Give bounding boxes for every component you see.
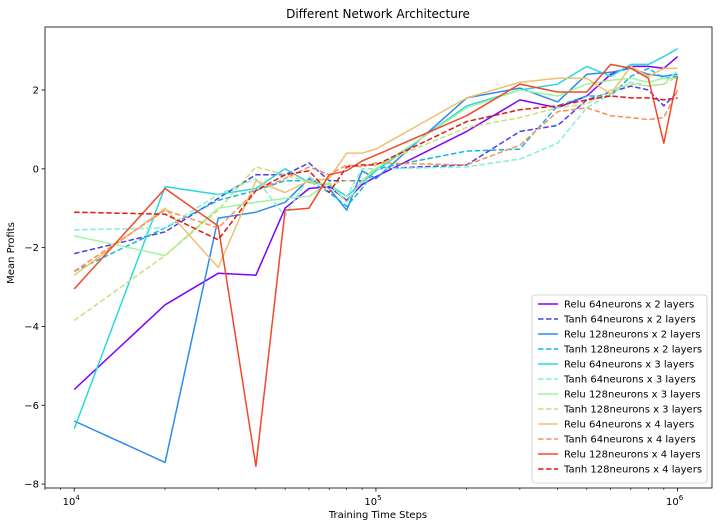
series-line-5 [73, 48, 678, 430]
legend-label-4: Tanh 128neurons x 2 layers [563, 345, 702, 356]
y-tick-label: −2 [24, 243, 39, 254]
legend-label-10: Tanh 64neurons x 4 layers [563, 435, 696, 446]
series-line-10 [73, 89, 679, 272]
legend: Relu 64neurons x 2 layers Tanh 64neurons … [531, 294, 708, 484]
legend-label-8: Tanh 128neurons x 3 layers [563, 405, 702, 416]
legend-label-3: Relu 128neurons x 2 layers [564, 330, 701, 341]
series-line-12 [74, 95, 678, 241]
axes: −8 −6 −4 −2 0 2 104 105 106 [24, 26, 713, 508]
legend-label-6: Tanh 64neurons x 3 layers [563, 375, 696, 386]
legend-label-1: Relu 64neurons x 2 layers [564, 300, 694, 311]
y-tick-label: −4 [24, 322, 39, 333]
y-tick-label: 0 [33, 164, 39, 175]
legend-label-11: Relu 128neurons x 4 layers [564, 450, 701, 461]
legend-label-7: Relu 128neurons x 3 layers [564, 390, 701, 401]
y-axis-label: Mean Profits [6, 222, 17, 284]
series-line-11 [73, 63, 679, 468]
x-axis-label: Training Time Steps [328, 510, 427, 521]
x-tick-label: 104 [63, 494, 81, 508]
legend-label-12: Tanh 128neurons x 4 layers [563, 465, 702, 476]
plot-marks [73, 48, 679, 468]
plot-frame [44, 26, 713, 489]
x-tick-label: 105 [364, 494, 381, 508]
legend-label-2: Tanh 64neurons x 2 layers [563, 315, 696, 326]
y-tick-label: −6 [24, 401, 39, 412]
legend-box [531, 294, 708, 484]
legend-label-5: Relu 64neurons x 3 layers [564, 360, 694, 371]
series-line-7 [74, 77, 678, 257]
chart-title: Different Network Architecture [286, 7, 470, 21]
series-line-4 [73, 67, 678, 272]
legend-label-9: Relu 64neurons x 4 layers [564, 420, 694, 431]
series-line-8 [73, 75, 678, 322]
y-tick-label: 2 [33, 86, 39, 97]
series-line-9 [73, 65, 678, 276]
series-line-2 [74, 85, 679, 255]
series-line-6 [74, 69, 679, 231]
y-tick-label: −8 [24, 480, 39, 491]
x-tick-label: 106 [666, 494, 684, 508]
